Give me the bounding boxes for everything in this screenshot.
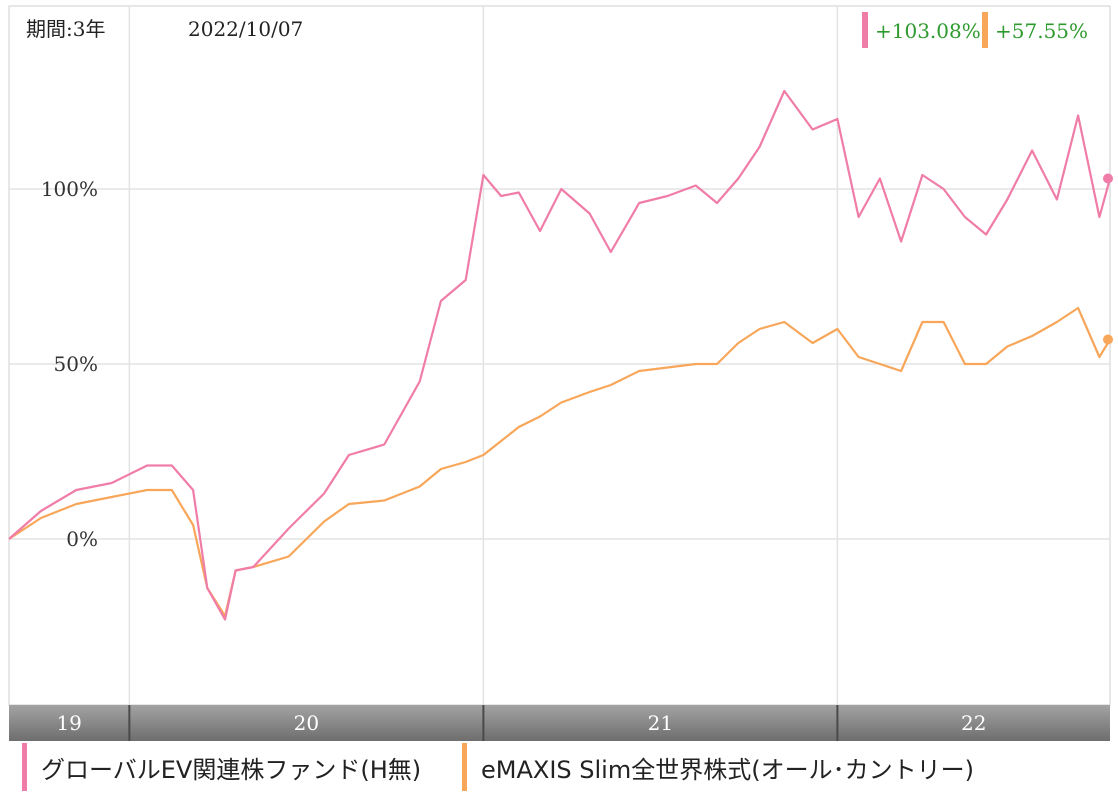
legend-label-1: グローバルEV関連株ファンド(H無) [41, 755, 422, 784]
x-tick-label: 21 [648, 711, 673, 735]
end-value-label-1: +103.08% [875, 19, 981, 43]
end-label-swatch-2 [982, 12, 988, 48]
date-label: 2022/10/07 [188, 17, 303, 41]
y-tick-label: 100% [41, 177, 98, 201]
series-layer [8, 89, 1113, 621]
legend-swatch-2 [462, 743, 467, 791]
x-tick-label: 19 [56, 711, 81, 735]
legend-item-1[interactable]: グローバルEV関連株ファンド(H無) [22, 742, 421, 792]
series-line-2 [8, 306, 1111, 618]
plot-frame [8, 5, 1111, 706]
x-axis-band: 19 20 21 22 [9, 705, 1110, 741]
legend-item-2[interactable]: eMAXIS Slim全世界株式(オール･カントリー) [462, 742, 974, 792]
period-label[interactable]: 期間:3年 [26, 17, 105, 41]
y-tick-labels: 0% 50% 100% [41, 177, 98, 551]
y-tick-label: 0% [66, 527, 98, 551]
legend-swatch-1 [22, 743, 27, 791]
x-axis-band-bg [9, 705, 1110, 741]
y-tick-label: 50% [54, 352, 98, 376]
x-tick-label: 20 [294, 711, 319, 735]
legend-label-2: eMAXIS Slim全世界株式(オール･カントリー) [481, 755, 974, 784]
end-value-label-2: +57.55% [995, 19, 1088, 43]
series-end-point-2 [1103, 334, 1113, 345]
chart-svg: 0% 50% 100% 19 20 21 22 期間:3年 2022/10/07 +103… [8, 5, 1113, 741]
series-line-1 [8, 89, 1112, 621]
series-end-point-1 [1103, 173, 1113, 184]
end-label-swatch-1 [862, 12, 868, 48]
x-tick-label: 22 [961, 711, 986, 735]
